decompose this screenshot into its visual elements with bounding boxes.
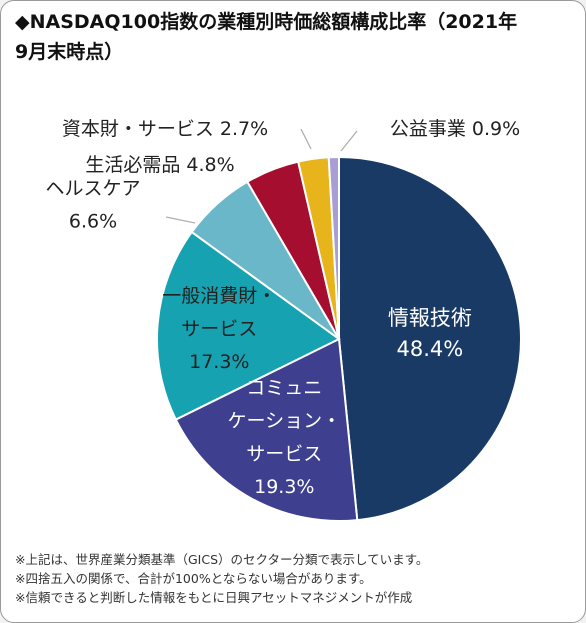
footnote-3: ※信頼できると判断した情報をもとに日興アセットマネジメントが作成 (15, 590, 413, 605)
leader-line-industrials (300, 128, 312, 150)
chart-title: ◆NASDAQ100指数の業種別時価総額構成比率（2021年 9月末時点） (15, 7, 575, 67)
pie-label-communication-services: コミュニケーション・サービス 19.3% (227, 377, 341, 498)
pie-slice-consumer-discretionary (156, 230, 341, 421)
pie-label-consumer-staples: 生活必需品 4.8% (85, 154, 234, 176)
pie-label-line: 生活必需品 4.8% (85, 154, 234, 176)
pie-label-info-tech: 情報技術 48.4% (388, 306, 472, 361)
footnote-2: ※四捨五入の関係で、合計が100%とならない場合があります。 (15, 571, 372, 586)
pie-label-consumer-discretionary: 一般消費財・サービス 17.3% (162, 284, 276, 372)
pie-label-line: コミュニ (246, 377, 322, 399)
pie-label-line: ケーション・ (227, 410, 341, 432)
pie-label-line: 一般消費財・ (162, 284, 276, 306)
pie-label-utilities: 公益事業 0.9% (390, 118, 520, 140)
pie-slice-utilities (327, 155, 340, 340)
pie-labels: 情報技術 48.4%コミュニケーション・サービス 19.3%一般消費財・サービス 17… (45, 118, 520, 498)
pie-label-line: 6.6% (69, 210, 117, 232)
pie-label-health-care: ヘルスケア 6.6% (45, 177, 140, 232)
chart-title-line-1: ◆NASDAQ100指数の業種別時価総額構成比率（2021年 (15, 11, 518, 33)
pie-label-line: 公益事業 0.9% (390, 118, 520, 140)
pie-slices (156, 155, 522, 522)
pie-label-line: 情報技術 (388, 306, 472, 330)
pie-label-line: 資本財・サービス 2.7% (62, 118, 268, 140)
pie-slice-communication-services (174, 337, 359, 522)
pie-label-line: サービス (246, 443, 322, 465)
pie-label-line: ヘルスケア (45, 177, 140, 199)
pie-label-line: 19.3% (254, 476, 314, 498)
pie-label-line: 48.4% (397, 337, 464, 361)
pie-slice-info-tech (338, 155, 522, 522)
footnotes: ※上記は、世界産業分類基準（GICS）のセクター分類で表示しています。 ※四捨五… (15, 550, 575, 607)
pie-label-industrials: 資本財・サービス 2.7% (62, 118, 268, 140)
pie-label-line: サービス (181, 317, 257, 339)
leader-line-health-care (165, 216, 196, 224)
leader-line-utilities (340, 130, 358, 152)
chart-title-line-2: 9月末時点） (15, 41, 124, 63)
footnote-1: ※上記は、世界産業分類基準（GICS）のセクター分類で表示しています。 (15, 552, 429, 567)
pie-label-line: 17.3% (189, 350, 249, 372)
